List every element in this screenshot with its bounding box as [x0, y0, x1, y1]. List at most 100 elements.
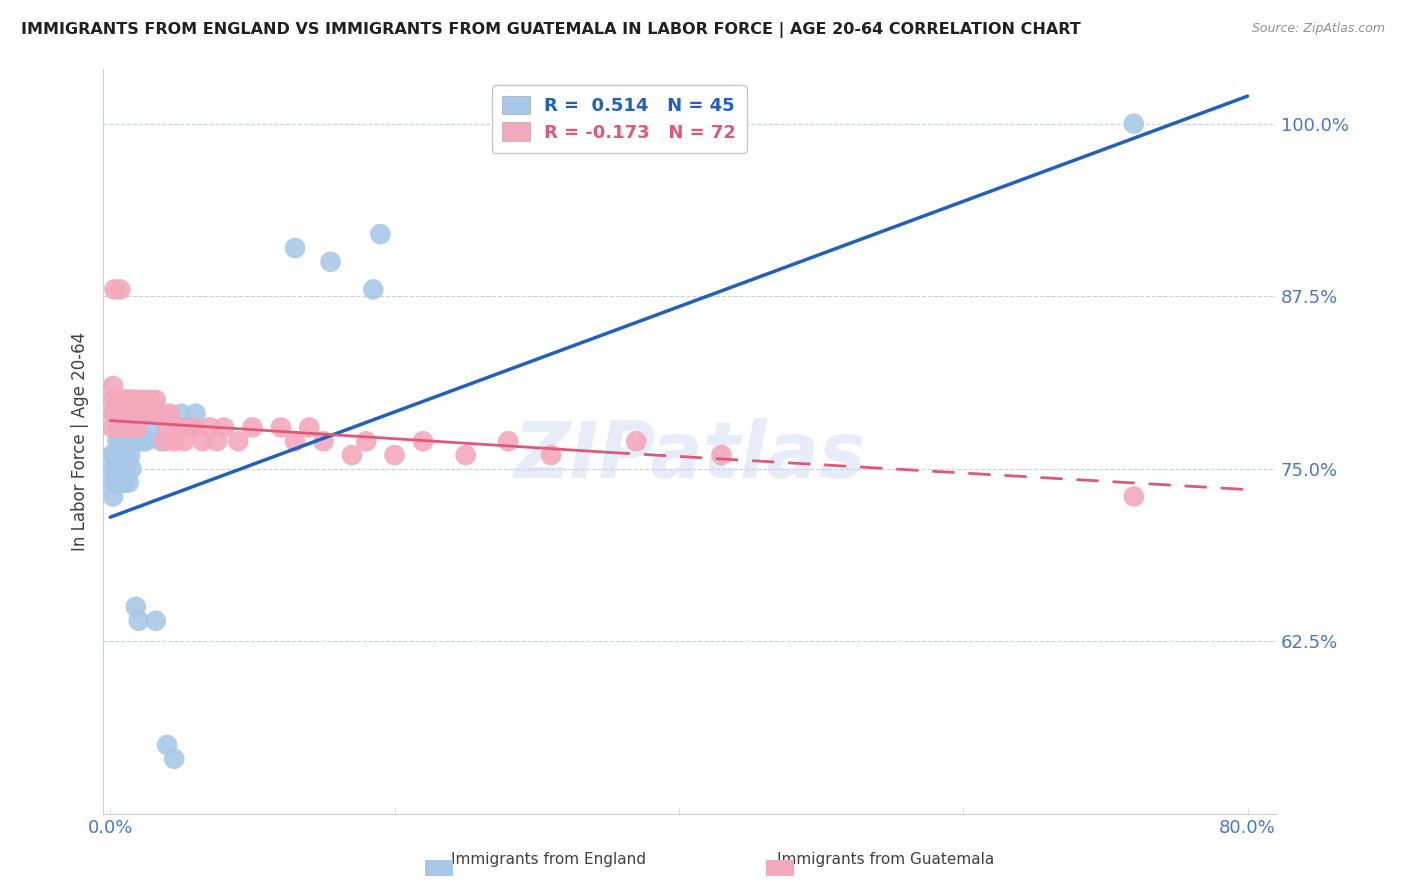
Point [173, 434, 195, 449]
Point [128, 392, 150, 407]
Point [124, 392, 146, 407]
Point [1122, 117, 1144, 131]
Point [122, 407, 145, 421]
Point [103, 475, 125, 490]
Point [117, 392, 139, 407]
Point [105, 434, 128, 449]
Point [454, 448, 477, 462]
Point [120, 420, 142, 434]
Point [120, 392, 142, 407]
Point [110, 407, 132, 421]
Point [153, 434, 176, 449]
Point [181, 420, 204, 434]
Point [107, 407, 129, 421]
Point [108, 282, 131, 296]
Text: Source: ZipAtlas.com: Source: ZipAtlas.com [1251, 22, 1385, 36]
Y-axis label: In Labor Force | Age 20-64: In Labor Force | Age 20-64 [72, 332, 89, 551]
Point [131, 407, 153, 421]
Point [412, 434, 434, 449]
Point [117, 462, 139, 476]
Point [101, 407, 124, 421]
Point [117, 420, 139, 434]
Point [135, 434, 157, 449]
Point [107, 392, 129, 407]
Point [108, 434, 131, 449]
Point [121, 407, 143, 421]
Point [163, 752, 186, 766]
Point [107, 448, 129, 462]
Point [110, 475, 132, 490]
Text: Immigrants from Guatemala: Immigrants from Guatemala [778, 852, 994, 867]
Point [105, 462, 128, 476]
Point [156, 738, 179, 752]
Point [108, 407, 131, 421]
Point [105, 420, 128, 434]
Point [159, 407, 181, 421]
Point [125, 599, 148, 614]
Point [121, 462, 143, 476]
Text: ZIPatlas: ZIPatlas [513, 418, 866, 494]
Point [312, 434, 335, 449]
Point [110, 392, 132, 407]
Point [104, 448, 127, 462]
Point [191, 434, 214, 449]
Point [118, 392, 141, 407]
Point [101, 490, 124, 504]
Point [125, 407, 148, 421]
Point [128, 614, 150, 628]
Point [104, 407, 127, 421]
Point [163, 434, 186, 449]
Point [361, 282, 384, 296]
Point [626, 434, 648, 449]
Legend: R =  0.514   N = 45, R = -0.173   N = 72: R = 0.514 N = 45, R = -0.173 N = 72 [492, 85, 747, 153]
Point [384, 448, 406, 462]
Point [120, 448, 142, 462]
Point [103, 407, 125, 421]
Point [108, 462, 131, 476]
Point [112, 407, 135, 421]
Point [103, 462, 125, 476]
Point [115, 448, 138, 462]
Point [110, 448, 132, 462]
Point [131, 434, 153, 449]
Point [177, 420, 200, 434]
Point [198, 420, 221, 434]
Point [104, 462, 127, 476]
Point [107, 475, 129, 490]
Point [108, 448, 131, 462]
Point [319, 254, 342, 268]
Point [284, 434, 307, 449]
Point [710, 448, 733, 462]
Point [121, 420, 143, 434]
Point [150, 434, 173, 449]
Text: Immigrants from England: Immigrants from England [451, 852, 645, 867]
Point [284, 241, 307, 255]
Point [104, 392, 127, 407]
Point [354, 434, 377, 449]
Point [114, 448, 136, 462]
Point [105, 392, 128, 407]
Point [103, 448, 125, 462]
Point [139, 392, 162, 407]
Point [115, 392, 138, 407]
Point [167, 420, 190, 434]
Point [298, 420, 321, 434]
Point [149, 407, 172, 421]
Point [100, 475, 122, 490]
Point [115, 407, 138, 421]
Point [112, 392, 135, 407]
Point [340, 448, 363, 462]
Point [112, 434, 135, 449]
Point [114, 407, 136, 421]
Point [118, 475, 141, 490]
Point [127, 420, 149, 434]
Point [138, 407, 160, 421]
Point [135, 407, 157, 421]
Point [114, 420, 136, 434]
Point [170, 407, 193, 421]
Point [212, 420, 235, 434]
Point [114, 475, 136, 490]
Point [122, 392, 145, 407]
Point [100, 392, 122, 407]
Point [142, 407, 165, 421]
